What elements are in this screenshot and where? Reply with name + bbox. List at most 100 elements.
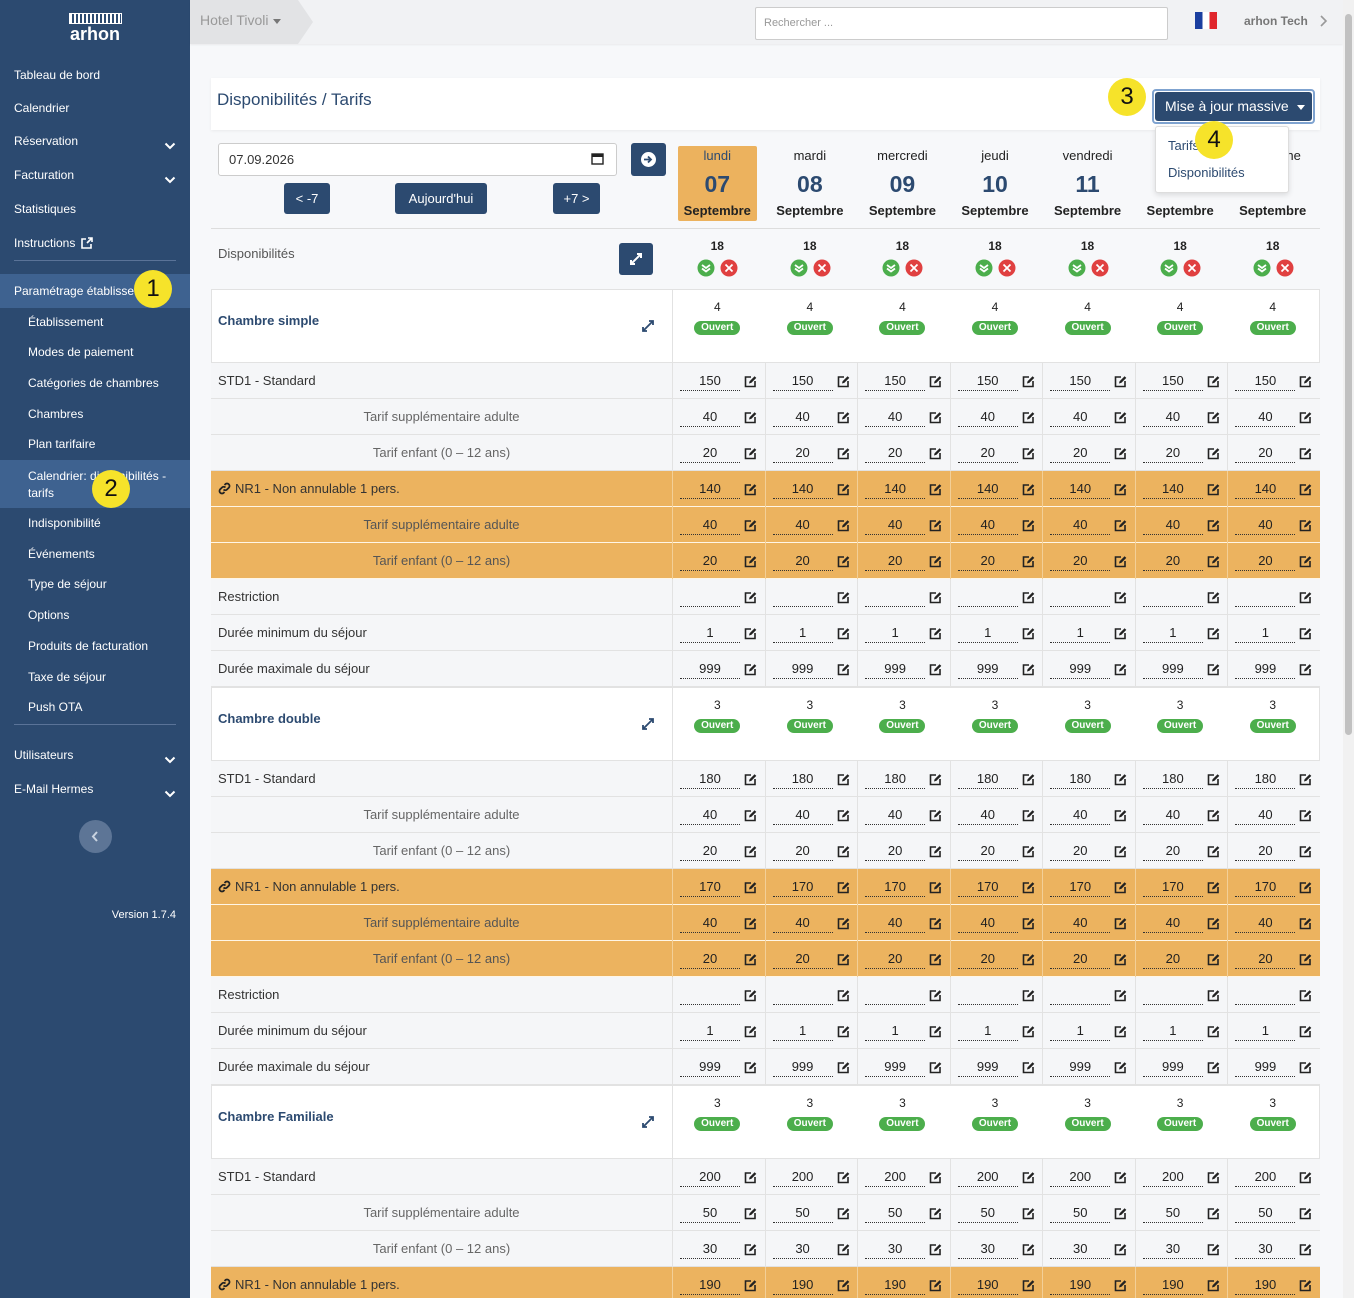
decrease-button[interactable] <box>1160 259 1178 277</box>
edit-icon[interactable] <box>1299 1279 1312 1292</box>
menu-item[interactable]: Plan tarifaire <box>28 437 96 451</box>
edit-button[interactable] <box>1114 447 1127 460</box>
rate-input[interactable]: 170 <box>865 878 926 897</box>
rate-input[interactable]: 40 <box>772 516 833 535</box>
edit-icon[interactable] <box>837 627 850 640</box>
edit-icon[interactable] <box>744 411 757 424</box>
rate-input[interactable]: 140 <box>865 480 926 499</box>
edit-icon[interactable] <box>1299 809 1312 822</box>
edit-button[interactable] <box>1207 447 1220 460</box>
edit-button[interactable] <box>1022 845 1035 858</box>
edit-button[interactable] <box>1022 1243 1035 1256</box>
edit-button[interactable] <box>1022 519 1035 532</box>
edit-icon[interactable] <box>929 809 942 822</box>
edit-button[interactable] <box>1299 881 1312 894</box>
rate-input[interactable]: 40 <box>1050 516 1111 535</box>
user-name[interactable]: arhon Tech <box>1244 14 1308 28</box>
edit-button[interactable] <box>1114 953 1127 966</box>
edit-button[interactable] <box>1114 591 1127 604</box>
rate-input[interactable]: 20 <box>1142 444 1203 463</box>
rate-input[interactable] <box>957 986 1018 1005</box>
edit-button[interactable] <box>1299 1025 1312 1038</box>
rate-input[interactable]: 1 <box>1050 1022 1111 1041</box>
rate-input[interactable]: 200 <box>865 1168 926 1187</box>
edit-button[interactable] <box>837 411 850 424</box>
edit-icon[interactable] <box>929 663 942 676</box>
edit-button[interactable] <box>1207 627 1220 640</box>
rate-input[interactable]: 999 <box>1050 660 1111 679</box>
edit-icon[interactable] <box>929 591 942 604</box>
edit-button[interactable] <box>1299 519 1312 532</box>
edit-button[interactable] <box>1207 591 1220 604</box>
rate-input[interactable]: 140 <box>680 480 740 499</box>
edit-button[interactable] <box>837 663 850 676</box>
rate-input[interactable]: 180 <box>957 770 1018 789</box>
decrease-button[interactable] <box>1253 259 1271 277</box>
edit-button[interactable] <box>1114 881 1127 894</box>
decrease-button[interactable] <box>975 259 993 277</box>
edit-button[interactable] <box>1114 917 1127 930</box>
edit-icon[interactable] <box>1299 483 1312 496</box>
rate-input[interactable]: 50 <box>772 1204 833 1223</box>
menu-item[interactable]: E-Mail Hermes <box>14 782 94 796</box>
edit-button[interactable] <box>837 1171 850 1184</box>
edit-icon[interactable] <box>1207 1243 1220 1256</box>
edit-icon[interactable] <box>929 881 942 894</box>
edit-button[interactable] <box>1022 1061 1035 1074</box>
edit-button[interactable] <box>1299 809 1312 822</box>
rate-input[interactable] <box>957 588 1018 607</box>
edit-icon[interactable] <box>837 447 850 460</box>
edit-button[interactable] <box>744 663 757 676</box>
edit-icon[interactable] <box>929 1279 942 1292</box>
edit-button[interactable] <box>929 411 942 424</box>
rate-input[interactable]: 200 <box>772 1168 833 1187</box>
edit-button[interactable] <box>929 519 942 532</box>
edit-button[interactable] <box>1299 1279 1312 1292</box>
edit-icon[interactable] <box>744 1279 757 1292</box>
edit-button[interactable] <box>744 375 757 388</box>
rate-input[interactable]: 40 <box>865 914 926 933</box>
edit-button[interactable] <box>929 881 942 894</box>
edit-button[interactable] <box>1022 1025 1035 1038</box>
edit-button[interactable] <box>929 989 942 1002</box>
rate-input[interactable]: 180 <box>865 770 926 789</box>
edit-button[interactable] <box>1299 917 1312 930</box>
edit-button[interactable] <box>1022 375 1035 388</box>
edit-button[interactable] <box>837 1243 850 1256</box>
edit-button[interactable] <box>1299 1171 1312 1184</box>
rate-input[interactable]: 20 <box>680 842 740 861</box>
edit-icon[interactable] <box>1022 809 1035 822</box>
edit-icon[interactable] <box>837 773 850 786</box>
edit-icon[interactable] <box>1022 1243 1035 1256</box>
edit-button[interactable] <box>1207 1025 1220 1038</box>
edit-button[interactable] <box>929 1171 942 1184</box>
status-badge[interactable]: Ouvert <box>786 1117 833 1131</box>
rate-input[interactable]: 20 <box>1050 552 1111 571</box>
edit-button[interactable] <box>1299 411 1312 424</box>
adjust-icon[interactable] <box>882 259 900 277</box>
edit-icon[interactable] <box>837 591 850 604</box>
edit-button[interactable] <box>744 519 757 532</box>
edit-icon[interactable] <box>1299 1207 1312 1220</box>
rate-input[interactable]: 30 <box>1235 1240 1296 1259</box>
edit-icon[interactable] <box>837 1207 850 1220</box>
adjust-icon[interactable] <box>1160 259 1178 277</box>
menu-item[interactable]: Catégories de chambres <box>28 376 159 390</box>
edit-button[interactable] <box>1022 881 1035 894</box>
edit-icon[interactable] <box>1114 627 1127 640</box>
edit-icon[interactable] <box>1022 483 1035 496</box>
menu-item[interactable]: Événements <box>28 547 95 561</box>
rate-input[interactable]: 140 <box>1235 480 1296 499</box>
status-badge[interactable]: Ouvert <box>694 719 741 733</box>
rate-input[interactable]: 190 <box>1142 1276 1203 1295</box>
rate-input[interactable]: 20 <box>1050 950 1111 969</box>
rate-input[interactable]: 20 <box>772 552 833 571</box>
edit-icon[interactable] <box>1114 773 1127 786</box>
edit-button[interactable] <box>837 555 850 568</box>
rate-input[interactable]: 20 <box>1142 950 1203 969</box>
edit-icon[interactable] <box>1114 1243 1127 1256</box>
calendar-icon[interactable] <box>591 152 604 165</box>
rate-input[interactable]: 1 <box>772 624 833 643</box>
edit-icon[interactable] <box>1022 447 1035 460</box>
rate-input[interactable]: 999 <box>865 660 926 679</box>
